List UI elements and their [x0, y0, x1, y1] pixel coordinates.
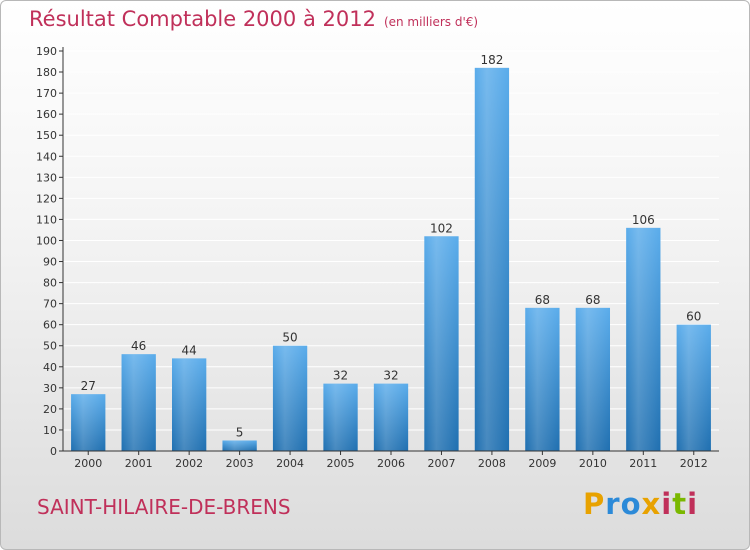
bar-value-label: 182: [480, 53, 503, 67]
logo-letter: P: [583, 487, 606, 521]
bar-value-label: 44: [182, 343, 197, 357]
y-tick-label: 10: [43, 424, 57, 437]
y-tick-label: 170: [36, 87, 57, 100]
bar-shine: [525, 307, 560, 451]
bar-value-label: 68: [585, 293, 600, 307]
chart-title-text: Résultat Comptable 2000 à 2012: [29, 7, 376, 31]
bar-shine: [71, 394, 106, 451]
bar-shine: [171, 358, 207, 451]
bar-value-label: 27: [81, 379, 96, 393]
bar-shine: [222, 440, 257, 451]
axes: 0 10 20 30 40 50 60 70 80 90 100 110 120 130 140 150 160…: [36, 45, 719, 470]
y-tick-label: 190: [36, 45, 57, 58]
y-tick-label: 50: [43, 340, 57, 353]
bars: 27 46 44 5 50 32 32 102 182 68 68 106 60: [71, 53, 711, 451]
x-tick-label: 2002: [175, 457, 203, 470]
chart-title: Résultat Comptable 2000 à 2012 (en millie…: [29, 7, 478, 31]
bar-value-label: 32: [383, 369, 398, 383]
x-tick-label: 2001: [125, 457, 153, 470]
commune-name: SAINT-HILAIRE-DE-BRENS: [37, 495, 291, 519]
bar-value-label: 5: [236, 425, 244, 439]
logo-letter: r: [605, 487, 621, 521]
bar-shine: [272, 345, 308, 451]
bar-shine: [424, 236, 459, 451]
y-tick-label: 110: [36, 213, 57, 226]
x-tick-label: 2010: [579, 457, 607, 470]
logo-letter: i: [687, 487, 699, 521]
y-tick-label: 40: [43, 361, 57, 374]
bar-shine: [323, 383, 358, 451]
y-tick-label: 150: [36, 129, 57, 142]
x-tick-label: 2004: [276, 457, 304, 470]
x-tick-label: 2000: [74, 457, 102, 470]
y-tick-label: 140: [36, 150, 57, 163]
bar-value-label: 50: [282, 331, 297, 345]
y-tick-label: 100: [36, 234, 57, 247]
bar-value-label: 60: [686, 310, 701, 324]
bar-value-label: 68: [535, 293, 550, 307]
logo-letter: x: [641, 487, 662, 521]
y-tick-label: 20: [43, 403, 57, 416]
logo-letter: o: [620, 487, 642, 521]
bar-value-label: 106: [632, 213, 655, 227]
bar-shine: [474, 67, 510, 451]
bar-value-label: 32: [333, 369, 348, 383]
bar-chart: 27 46 44 5 50 32 32 102 182 68 68 106 60 0 10 20 30 40 50…: [36, 45, 719, 470]
x-tick-label: 2009: [528, 457, 556, 470]
chart-subtitle: (en milliers d'€): [383, 15, 479, 29]
x-tick-label: 2003: [226, 457, 254, 470]
bar-shine: [575, 307, 611, 451]
x-tick-label: 2008: [478, 457, 506, 470]
proxiti-logo: Proxiti: [583, 487, 698, 521]
bar-shine: [373, 383, 409, 451]
y-tick-label: 160: [36, 108, 57, 121]
x-tick-label: 2012: [680, 457, 708, 470]
y-tick-label: 120: [36, 192, 57, 205]
y-tick-label: 30: [43, 382, 57, 395]
y-tick-label: 90: [43, 256, 57, 269]
bar-value-label: 46: [131, 339, 146, 353]
y-tick-label: 180: [36, 66, 57, 79]
logo-letter: i: [661, 487, 673, 521]
y-tick-label: 70: [43, 298, 57, 311]
y-tick-label: 60: [43, 319, 57, 332]
x-tick-label: 2011: [629, 457, 657, 470]
x-tick-label: 2005: [327, 457, 355, 470]
y-tick-label: 0: [50, 445, 57, 458]
bar-shine: [626, 227, 661, 451]
logo-letter: t: [672, 487, 688, 521]
y-tick-label: 130: [36, 171, 57, 184]
y-tick-label: 80: [43, 277, 57, 290]
bar-shine: [676, 324, 711, 451]
bar-shine: [121, 354, 156, 451]
x-tick-label: 2006: [377, 457, 405, 470]
x-tick-label: 2007: [427, 457, 455, 470]
bar-value-label: 102: [430, 221, 453, 235]
